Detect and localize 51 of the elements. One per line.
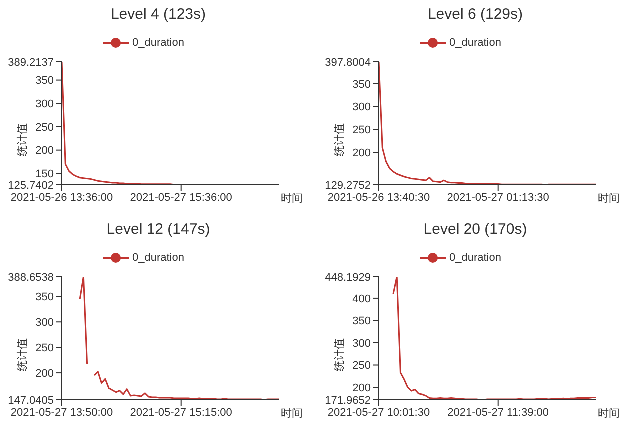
x-axis-title: 时间 — [281, 192, 303, 205]
x-tick-label: 2021-05-27 01:13:30 — [447, 192, 550, 204]
legend-label: 0_duration — [450, 252, 502, 264]
y-tick-label: 389.2137 — [8, 56, 54, 69]
y-tick-label: 388.6538 — [8, 272, 54, 284]
y-tick-label: 150 — [36, 168, 54, 181]
y-tick-label: 200 — [352, 148, 371, 160]
y-tick-label: 448.1929 — [325, 272, 371, 284]
x-axis-title: 时间 — [598, 192, 620, 205]
y-tick-label: 200 — [36, 368, 54, 380]
y-tick-label: 250 — [352, 124, 371, 137]
x-axis-title: 时间 — [281, 406, 303, 420]
x-tick-label: 2021-05-26 13:40:30 — [328, 192, 430, 204]
y-tick-label: 300 — [352, 102, 371, 114]
legend-label: 0_duration — [132, 37, 184, 49]
chart-title: Level 20 (170s) — [422, 220, 528, 240]
y-tick-label: 147.0405 — [8, 394, 54, 407]
chart-title: Level 6 (129s) — [426, 5, 524, 25]
x-tick-label: 2021-05-27 13:50:00 — [10, 406, 114, 419]
y-tick-label: 200 — [352, 382, 371, 394]
y-tick-label: 350 — [36, 75, 54, 88]
y-tick-label: 200 — [36, 145, 54, 158]
x-tick-label: 2021-05-27 15:15:00 — [130, 406, 232, 419]
y-tick-label: 350 — [352, 316, 371, 328]
y-tick-label: 397.8004 — [325, 56, 371, 69]
y-tick-label: 250 — [36, 342, 54, 354]
y-tick-label: 350 — [352, 78, 371, 91]
chart-title: Level 4 (123s) — [110, 5, 208, 25]
y-tick-label: 250 — [36, 122, 54, 134]
y-tick-label: 350 — [36, 292, 54, 304]
x-axis-title: 时间 — [598, 406, 620, 420]
x-tick-label: 2021-05-27 15:36:00 — [130, 192, 232, 204]
y-axis-title: 统计值 — [332, 124, 346, 156]
y-axis-title: 统计值 — [16, 338, 29, 372]
chart-title: Level 12 (147s) — [106, 220, 212, 240]
legend-label: 0_duration — [132, 252, 184, 264]
y-axis-title: 统计值 — [16, 124, 29, 156]
line-series — [392, 277, 597, 400]
x-tick-label: 2021-05-27 11:39:00 — [448, 406, 550, 419]
x-tick-label: 2021-05-27 10:01:30 — [328, 406, 430, 419]
x-tick-label: 2021-05-26 13:36:00 — [10, 192, 114, 204]
y-tick-label: 250 — [352, 360, 371, 372]
y-tick-label: 300 — [36, 317, 54, 330]
y-tick-label: 125.7402 — [8, 180, 54, 192]
y-axis-title: 统计值 — [332, 338, 346, 372]
y-tick-label: 171.9652 — [325, 394, 371, 407]
y-tick-label: 400 — [352, 293, 371, 306]
y-tick-label: 300 — [352, 338, 371, 350]
y-tick-label: 300 — [36, 98, 54, 111]
y-tick-label: 129.2752 — [325, 180, 371, 192]
legend-label: 0_duration — [450, 37, 502, 49]
